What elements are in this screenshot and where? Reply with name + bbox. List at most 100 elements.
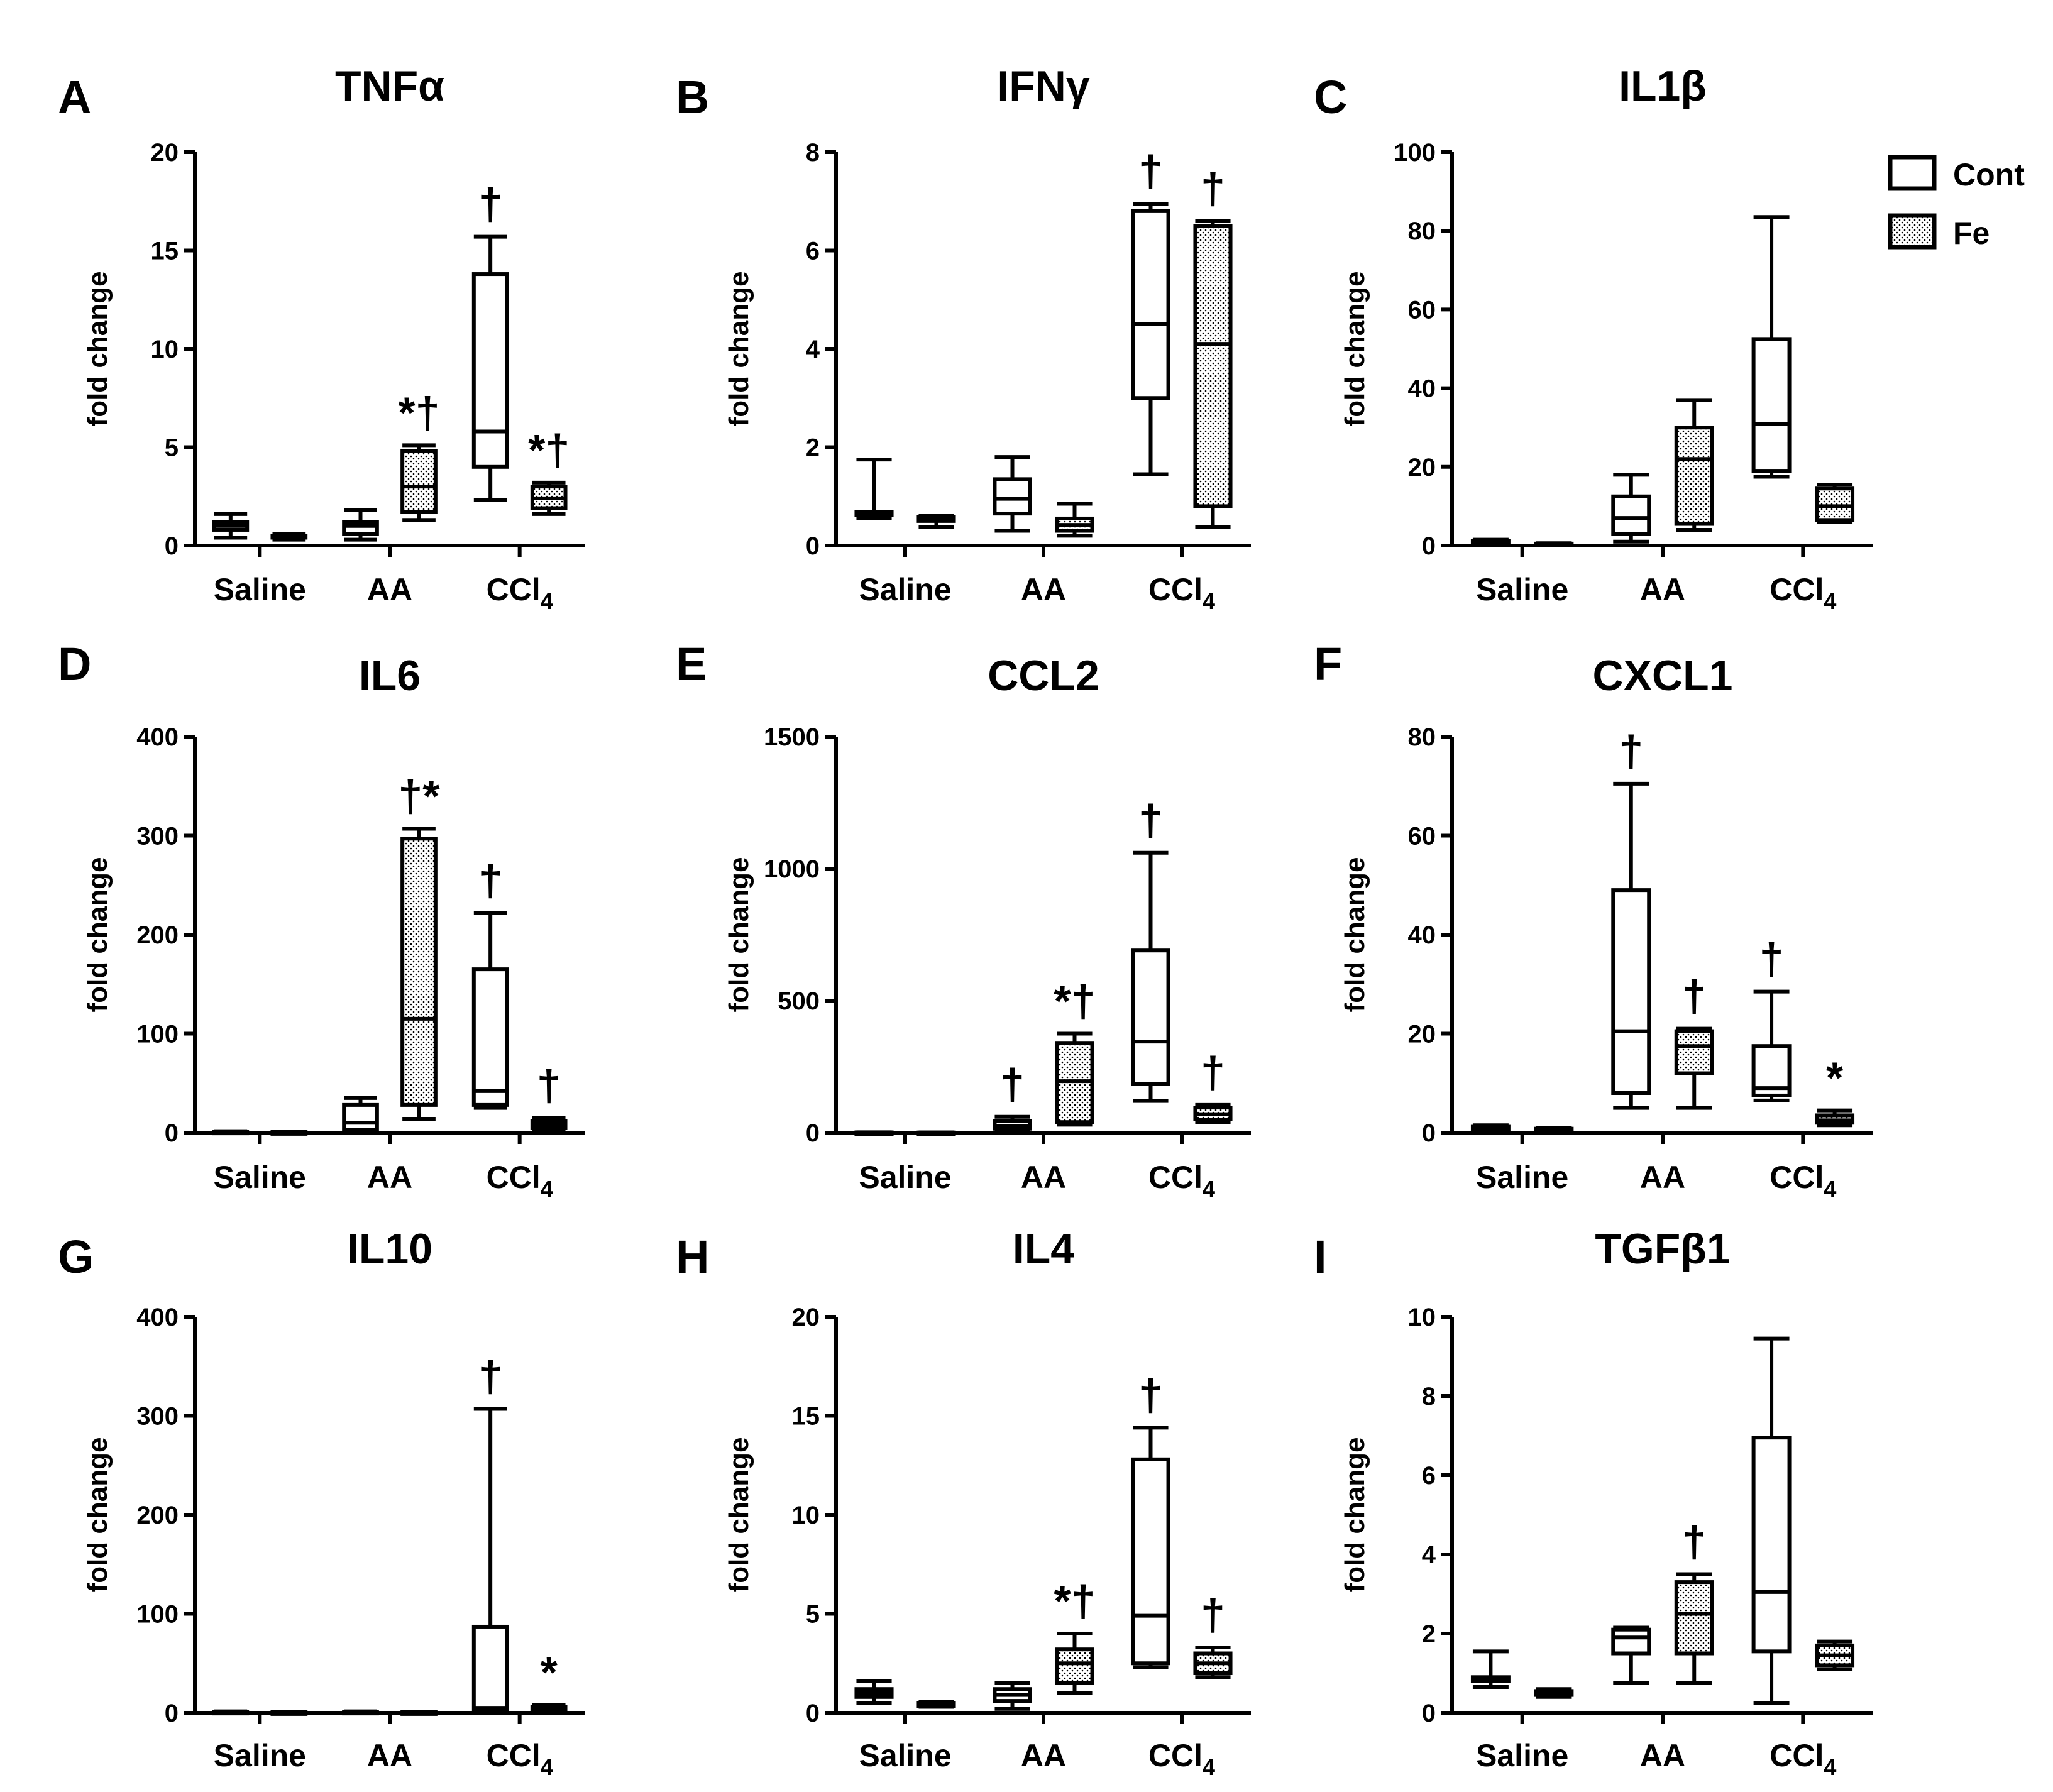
box-aa-cont [993,455,1032,533]
significance-marker: † [1619,727,1643,776]
y-tick-label: 10 [792,1502,820,1529]
chart-panel-B: B IFNγ fold change 0 2 4 6 8 Saline AA CCl4 † † [676,62,1251,614]
panel-letter: G [58,1231,94,1283]
y-axis-label: fold change [724,857,754,1013]
box-ccl4-fe [530,1703,568,1714]
y-tick-label: 20 [151,139,179,167]
y-tick-label: 15 [151,238,179,265]
y-tick-label: 0 [806,532,820,560]
panel-letter: E [676,638,707,690]
y-tick-label: 500 [778,987,820,1015]
box-ccl4-cont [1131,850,1170,1103]
y-axis-label: fold change [1340,1437,1370,1593]
y-axis-label: fold change [82,272,113,427]
legend-swatch-fe [1888,213,1937,250]
box-iqr [1815,486,1855,522]
box-iqr [1055,1647,1094,1685]
chart-title: IL1β [1619,62,1707,110]
y-tick-label: 10 [151,336,179,363]
box-iqr [342,520,379,536]
x-category-label: Saline [1476,1160,1568,1195]
y-tick-label: 60 [1408,296,1436,324]
box-ccl4-cont [1751,1336,1792,1705]
box-iqr [400,837,438,1107]
panel-letter: A [58,71,91,123]
significance-marker: † [478,1351,503,1400]
chart-title: IFNγ [997,62,1090,110]
chart-panel-F: F CXCL1 fold change 0 20 40 60 80 Saline AA CCl4 † †… [1314,638,1873,1202]
box-ccl4-cont [1751,215,1792,479]
x-category-label: Saline [214,1738,306,1773]
x-category-label: CCl4 [1148,1738,1215,1780]
box-aa-cont [993,1114,1032,1132]
box-iqr [1674,426,1714,526]
y-tick-label: 0 [806,1119,820,1147]
box-ccl4-fe [1815,1639,1855,1671]
box-iqr [1131,209,1170,400]
significance-marker: † [478,855,503,904]
significance-marker: † [1201,164,1225,213]
y-tick-label: 100 [136,1601,179,1629]
box-ccl4-cont [1131,202,1170,476]
y-tick-label: 0 [1422,532,1436,560]
x-category-label: AA [1021,572,1066,607]
box-saline-cont [854,458,894,520]
x-category-label: AA [367,572,412,607]
box-aa-fe [400,443,438,522]
x-category-label: AA [367,1160,412,1195]
y-tick-label: 60 [1408,823,1436,850]
box-aa-cont [342,1096,379,1134]
x-category-label: CCl4 [487,1738,553,1780]
y-tick-label: 0 [165,532,179,560]
box-ccl4-cont [471,911,509,1110]
box-iqr [471,1624,509,1713]
panel-letter: F [1314,638,1342,690]
y-tick-label: 300 [136,823,179,850]
box-aa-fe [1055,502,1094,538]
box-ccl4-fe [1815,1108,1855,1128]
significance-marker: † [537,1060,561,1109]
x-category-label: Saline [859,1738,951,1773]
y-tick-label: 15 [792,1403,820,1431]
box-saline-cont [854,1679,894,1705]
x-category-label: Saline [214,1160,306,1195]
y-tick-label: 5 [165,434,179,462]
significance-marker: † [1138,796,1163,845]
box-saline-fe [1534,541,1574,547]
box-iqr [1193,224,1233,508]
chart-title: IL10 [347,1225,432,1273]
box-aa-fe [1055,1031,1094,1127]
chart-title: TNFα [335,62,444,110]
x-category-label: CCl4 [1148,572,1215,614]
panel-letter: I [1314,1231,1327,1283]
significance-marker: *† [1054,977,1095,1026]
chart-panel-I: I TGFβ1 fold change 0 2 4 6 8 10 Saline AA CCl4 † [1314,1225,1873,1780]
legend: Cont Fe [1888,155,2025,251]
y-tick-label: 300 [136,1403,179,1431]
box-saline-fe [1534,1126,1574,1133]
significance-marker: † [1000,1060,1025,1109]
y-tick-label: 80 [1408,723,1436,751]
box-saline-cont [212,1129,250,1136]
significance-marker: *† [1054,1576,1095,1625]
box-saline-cont [212,512,250,540]
x-category-label: AA [1021,1160,1066,1195]
x-category-label: Saline [859,1160,951,1195]
box-saline-fe [916,1130,956,1136]
y-tick-label: 6 [1422,1462,1436,1490]
x-category-label: Saline [1476,1738,1568,1773]
chart-panel-D: D IL6 fold change 0 100 200 300 400 Saline AA CCl4… [58,638,585,1202]
y-tick-label: 10 [1408,1304,1436,1331]
box-aa-fe [1674,1572,1714,1685]
legend-label-cont: Cont [1953,157,2025,192]
legend-label-fe: Fe [1953,216,1990,251]
significance-marker: † [478,180,503,229]
box-ccl4-fe [1815,482,1855,524]
y-tick-label: 8 [806,139,820,167]
box-iqr [1131,1457,1170,1666]
y-tick-label: 1500 [764,723,820,751]
box-aa-fe [1674,398,1714,532]
box-saline-cont [1470,1649,1511,1690]
box-aa-cont [1611,473,1651,544]
